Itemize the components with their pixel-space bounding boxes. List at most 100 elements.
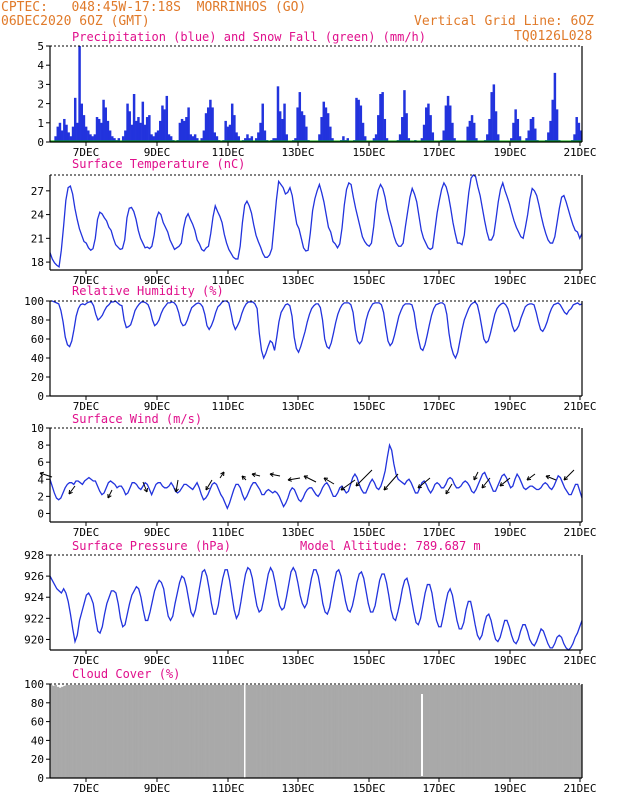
cloud-bar: [453, 684, 456, 778]
precip-bar: [121, 136, 125, 142]
precip-bar: [213, 132, 216, 142]
precip-bar: [226, 126, 230, 142]
precip-bar: [525, 138, 528, 142]
precip-bar: [326, 113, 330, 142]
panel-title: Precipitation (blue) and Snow Fall (gree…: [72, 30, 426, 44]
cloud-bar: [262, 684, 266, 778]
wind-arrow: [39, 472, 53, 478]
precip-bar: [204, 113, 208, 142]
cloud-bar: [347, 684, 350, 778]
precip-bar: [488, 118, 491, 142]
cloud-bar: [493, 684, 496, 778]
precip-bar: [492, 84, 496, 142]
cloud-bar: [74, 684, 77, 778]
cloud-bar: [566, 684, 569, 778]
panel-title: Relative Humidity (%): [72, 284, 224, 298]
cloud-bar: [542, 684, 545, 778]
cloud-bar: [196, 684, 199, 778]
x-tick-label: 13DEC: [281, 782, 314, 795]
x-tick-label: 7DEC: [73, 146, 100, 159]
cloud-bar: [67, 684, 71, 778]
cloud-bar: [409, 684, 412, 778]
precip-bar: [486, 134, 489, 142]
cloud-bar: [145, 684, 148, 778]
cloud-bar: [362, 684, 366, 778]
x-tick-label: 11DEC: [211, 654, 244, 667]
precip-bar: [141, 101, 145, 142]
precip-bar: [451, 122, 454, 142]
precip-bar: [551, 99, 554, 142]
x-tick-label: 15DEC: [352, 654, 385, 667]
precip-bar: [246, 134, 249, 142]
wind-arrow: [526, 473, 536, 481]
x-tick-label: 15DEC: [352, 526, 385, 539]
y-tick-label: 5: [37, 40, 44, 53]
cloud-bar: [76, 684, 80, 778]
cloud-bar: [358, 684, 361, 778]
precip-bar: [361, 122, 365, 142]
precip-bar: [132, 94, 136, 142]
precip-bar: [58, 122, 62, 142]
cloud-bar: [417, 684, 421, 778]
precip-bar: [106, 120, 110, 142]
precip-bar: [73, 97, 77, 142]
cloud-bar: [83, 684, 86, 778]
cloud-gap: [421, 694, 423, 776]
x-tick-label: 21DEC: [563, 654, 596, 667]
cloud-bar: [87, 684, 91, 778]
cloud-bar: [486, 684, 490, 778]
wind-arrow-head: [526, 476, 532, 481]
precip-bar: [102, 99, 105, 142]
x-tick-label: 13DEC: [281, 146, 314, 159]
cloud-bar: [258, 684, 261, 778]
x-tick-label: 11DEC: [211, 274, 244, 287]
precip-bar: [250, 136, 254, 142]
cloud-bar: [214, 684, 217, 778]
precip-bar: [494, 111, 498, 142]
cloud-bar: [280, 684, 284, 778]
wind-arrow-head: [545, 475, 551, 480]
cloud-bar: [236, 684, 239, 778]
precip-bar: [466, 126, 469, 142]
precip-bar: [298, 92, 302, 142]
cloud-bar: [375, 684, 379, 778]
cloud-bar: [256, 684, 259, 778]
cloud-bar: [207, 684, 210, 778]
precip-bar: [202, 130, 206, 142]
cloud-bar: [211, 684, 215, 778]
cloud-bar: [158, 684, 162, 778]
cloud-bar: [96, 684, 100, 778]
wind-arrow: [205, 479, 213, 491]
header-station: CPTEC: 048:45W-17:18S MORRINHOS (GO): [1, 0, 307, 15]
cloud-bar: [495, 684, 499, 778]
x-tick-label: 21DEC: [563, 146, 596, 159]
y-tick-label: 80: [31, 314, 44, 327]
cloud-bar: [355, 684, 359, 778]
cloud-bar: [191, 684, 195, 778]
precip-bar: [431, 132, 435, 142]
series-line: [49, 442, 583, 511]
cloud-bar: [52, 685, 55, 778]
y-tick-label: 40: [31, 352, 44, 365]
cloud-bar: [309, 684, 312, 778]
precip-bar: [305, 126, 308, 142]
precip-bar: [449, 105, 452, 142]
precip-bar: [422, 124, 426, 142]
cloud-bar: [386, 684, 390, 778]
wind-arrow-head: [39, 471, 44, 477]
x-tick-label: 21DEC: [563, 782, 596, 795]
cloud-bar: [515, 684, 519, 778]
precip-bar: [285, 134, 288, 142]
y-tick-label: 1: [37, 117, 44, 130]
precip-bar: [516, 118, 520, 142]
wind-arrow-head: [241, 475, 246, 480]
cloud-bar: [382, 684, 386, 778]
cloud-bar: [245, 684, 248, 778]
x-tick-label: 13DEC: [281, 274, 314, 287]
precip-bar: [383, 118, 387, 142]
cloud-bar: [473, 684, 476, 778]
wind-arrow-head: [340, 486, 346, 491]
cloud-bar: [187, 684, 190, 778]
x-tick-label: 17DEC: [422, 274, 455, 287]
cloud-bar: [562, 684, 565, 778]
